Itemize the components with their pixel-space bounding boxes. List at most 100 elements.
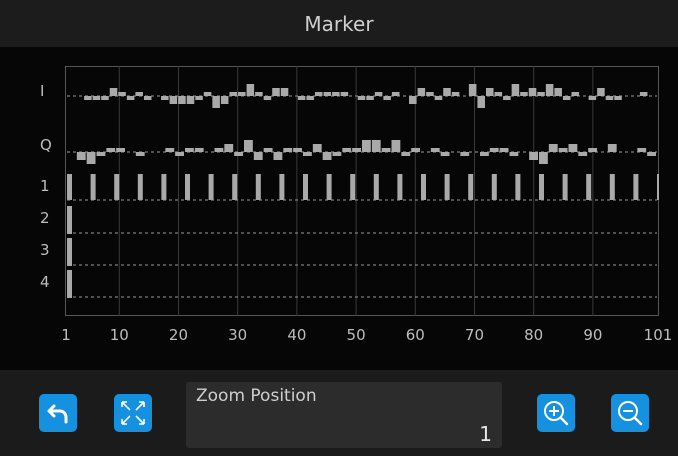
pulse-marker1	[373, 174, 379, 200]
pulse-marker1	[137, 174, 143, 200]
bar-i	[451, 92, 460, 96]
bar-i	[246, 84, 255, 96]
bar-q	[588, 148, 597, 152]
bar-q	[332, 152, 342, 156]
bar-i	[554, 88, 562, 96]
bar-q	[175, 152, 184, 156]
bar-q	[312, 144, 322, 152]
bar-i	[614, 96, 622, 100]
bar-i	[212, 96, 220, 108]
bar-q	[263, 148, 273, 152]
bar-i	[220, 96, 229, 104]
pulse-marker1	[303, 174, 308, 200]
fit-screen-button[interactable]	[114, 394, 152, 432]
bar-i	[238, 92, 246, 96]
bar-q	[106, 148, 116, 152]
bar-q	[401, 152, 411, 156]
bar-q	[194, 148, 204, 152]
bar-i	[545, 84, 554, 96]
bar-q	[607, 144, 617, 152]
bar-q	[224, 144, 234, 152]
pulse-marker1	[562, 174, 568, 200]
bar-q	[558, 148, 568, 152]
bar-i	[571, 92, 580, 96]
row-label-marker2: 2	[40, 209, 50, 227]
bar-q	[76, 152, 86, 160]
bar-i	[255, 92, 263, 96]
pulse-marker1	[609, 174, 615, 200]
bar-q	[185, 148, 194, 152]
undo-icon	[47, 404, 68, 424]
bar-i	[332, 92, 340, 96]
bar-i	[366, 96, 374, 100]
pulse-marker1	[255, 174, 261, 200]
bar-q	[116, 148, 125, 152]
bar-q	[578, 152, 588, 156]
bar-q	[165, 148, 175, 152]
bar-i	[314, 92, 323, 96]
bar-i	[494, 92, 503, 96]
x-tick-label: 60	[405, 326, 425, 344]
bar-i	[391, 92, 400, 96]
pulse-marker1	[444, 174, 450, 200]
x-tick-label: 50	[346, 326, 366, 344]
bar-i	[101, 96, 109, 100]
bar-i	[434, 96, 443, 100]
bar-i	[562, 96, 571, 100]
bar-i	[143, 96, 152, 100]
bar-i	[520, 92, 528, 96]
bar-q	[440, 152, 450, 156]
bar-q	[460, 152, 470, 156]
bar-q	[362, 140, 371, 152]
x-tick-label: 20	[168, 326, 189, 344]
fit-screen-icon	[121, 401, 145, 425]
bar-q	[342, 148, 352, 152]
x-tick-label: 80	[524, 326, 544, 344]
bar-i	[118, 92, 126, 96]
x-tick-label: 101	[643, 326, 673, 344]
pulse-marker1	[397, 174, 403, 200]
title-bar: Marker	[0, 0, 678, 47]
bar-q	[548, 144, 558, 152]
zoom-position-field[interactable]: Zoom Position 1	[186, 382, 502, 448]
x-tick-label: 10	[109, 326, 129, 344]
zoom-out-button[interactable]	[611, 394, 649, 432]
x-tick-label: 70	[464, 326, 485, 344]
bar-i	[588, 96, 597, 100]
bar-q	[637, 148, 647, 152]
bar-i	[272, 88, 280, 96]
zoom-in-button[interactable]	[537, 394, 575, 432]
pulse-marker1	[515, 174, 521, 200]
pulse-marker1	[67, 174, 72, 200]
bar-i	[109, 88, 118, 96]
x-tick-label: 30	[228, 326, 248, 344]
bar-i	[374, 92, 383, 96]
bar-i	[503, 96, 511, 100]
bar-q	[86, 152, 96, 164]
bar-i	[485, 88, 494, 96]
pulse-marker1	[90, 174, 96, 200]
pulse-marker1	[114, 174, 120, 200]
bar-i	[597, 88, 605, 96]
marker-chart[interactable]	[65, 66, 659, 316]
pulse-marker4	[67, 270, 72, 298]
bar-i	[135, 92, 143, 96]
bar-q	[371, 140, 381, 152]
bar-i	[605, 96, 614, 100]
bar-i	[280, 88, 289, 96]
row-label-q: Q	[40, 136, 52, 154]
undo-button[interactable]	[39, 394, 77, 432]
row-label-marker4: 4	[40, 273, 50, 291]
bar-i	[528, 88, 537, 96]
plot-frame	[65, 66, 659, 316]
pulse-marker2	[67, 206, 72, 234]
pulse-marker1	[421, 174, 426, 200]
page-title: Marker	[304, 11, 374, 36]
zoom-in-icon	[544, 401, 569, 426]
bar-q	[480, 152, 489, 156]
x-tick-label: 90	[583, 326, 603, 344]
bar-i	[84, 96, 92, 100]
bar-i	[263, 96, 272, 100]
bar-q	[303, 152, 312, 156]
bar-i	[178, 96, 186, 104]
